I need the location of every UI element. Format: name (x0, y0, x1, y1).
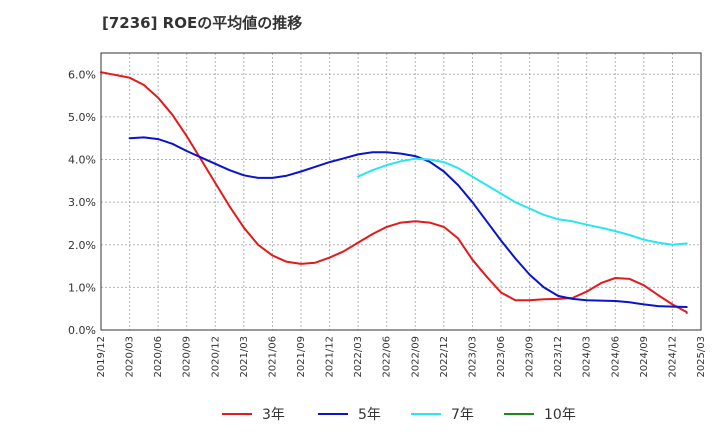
x-tick-label: 2024/09 (639, 336, 650, 378)
series-line-7年 (357, 157, 688, 246)
x-tick-label: 2024/12 (667, 336, 678, 378)
y-tick-label: 4.0% (68, 154, 96, 167)
y-tick-label: 3.0% (68, 196, 96, 209)
legend-label: 3年 (262, 407, 285, 423)
x-tick-label: 2021/06 (267, 336, 278, 378)
x-tick-label: 2024/03 (582, 336, 593, 378)
x-axis-ticks: 2019/12 2020/03 2020/06 2020/09 2020/12 2021/… (96, 336, 707, 378)
x-tick-label: 2022/06 (382, 336, 393, 378)
x-tick-label: 2020/06 (153, 336, 164, 378)
x-tick-label: 2020/09 (182, 336, 193, 378)
y-tick-label: 0.0% (68, 324, 96, 337)
x-tick-label: 2024/06 (610, 336, 621, 378)
legend-label: 5年 (358, 407, 381, 423)
x-tick-label: 2022/12 (439, 336, 450, 378)
x-tick-label: 2023/12 (553, 336, 564, 378)
x-tick-label: 2025/03 (696, 336, 707, 378)
x-tick-label: 2019/12 (96, 336, 107, 378)
gridlines (100, 53, 702, 331)
x-tick-label: 2023/03 (467, 336, 478, 378)
x-tick-label: 2021/09 (296, 336, 307, 378)
legend-label: 7年 (451, 407, 474, 423)
y-tick-label: 2.0% (68, 239, 96, 252)
x-tick-label: 2023/06 (496, 336, 507, 378)
y-tick-label: 5.0% (68, 111, 96, 124)
y-axis-ticks: 0.0% 1.0% 2.0% 3.0% 4.0% 5.0% 6.0% (68, 68, 96, 337)
x-tick-label: 2020/03 (125, 336, 136, 378)
x-tick-label: 2023/09 (525, 336, 536, 378)
series-line-5年 (128, 136, 688, 308)
series-line-3年 (100, 71, 688, 314)
chart-title: [7236] ROEの平均値の推移 (102, 14, 303, 32)
plot-area-frame (100, 52, 702, 331)
legend: 3年 5年 7年 10年 (222, 407, 576, 423)
x-tick-label: 2022/09 (410, 336, 421, 378)
x-tick-label: 2021/12 (325, 336, 336, 378)
x-tick-label: 2020/12 (210, 336, 221, 378)
x-tick-label: 2022/03 (353, 336, 364, 378)
legend-label: 10年 (544, 407, 576, 423)
y-tick-label: 1.0% (68, 281, 96, 294)
series-lines (100, 71, 688, 314)
x-tick-label: 2021/03 (239, 336, 250, 378)
y-tick-label: 6.0% (68, 68, 96, 81)
